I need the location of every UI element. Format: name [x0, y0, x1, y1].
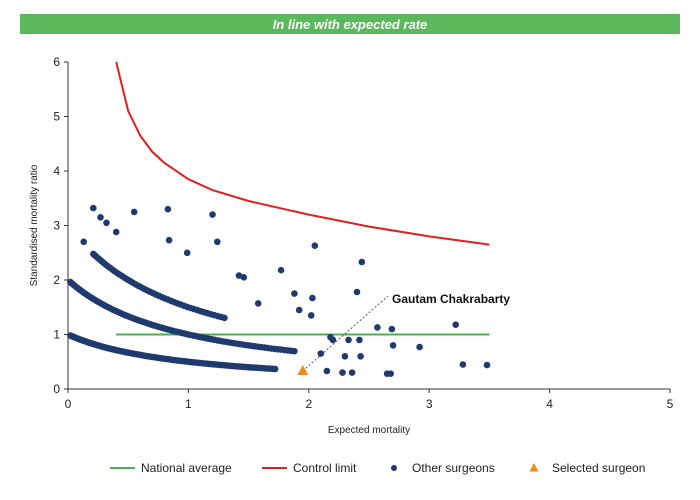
- surgeon-point: [291, 290, 298, 297]
- surgeon-point: [388, 325, 396, 333]
- surgeon-point: [323, 367, 331, 375]
- surgeon-point: [90, 204, 97, 212]
- y-tick-label: 5: [53, 110, 60, 124]
- banner-text: In line with expected rate: [272, 16, 428, 32]
- legend-swatch-selected-surgeon: [529, 463, 539, 472]
- data-points: [67, 204, 491, 378]
- surgeon-point: [348, 369, 356, 376]
- surgeon-point: [356, 336, 363, 344]
- surgeon-point: [164, 205, 172, 213]
- surgeon-point: [165, 236, 173, 244]
- x-tick-label: 0: [65, 397, 72, 411]
- surgeon-point: [103, 219, 110, 227]
- surgeon-point: [357, 353, 364, 360]
- x-tick-label: 1: [185, 397, 192, 411]
- surgeon-point: [387, 370, 395, 378]
- result-banner: In line with expected rate: [20, 14, 680, 34]
- surgeon-point: [291, 347, 298, 355]
- legend-label-selected-surgeon: Selected surgeon: [552, 461, 645, 475]
- annotation-leader-line: [302, 295, 389, 372]
- y-tick-label: 1: [53, 328, 60, 342]
- x-tick-label: 4: [546, 397, 553, 411]
- surgeon-point: [374, 324, 381, 331]
- surgeon-point: [295, 306, 303, 314]
- surgeon-point: [339, 369, 346, 376]
- surgeon-point: [240, 274, 248, 281]
- surgeon-point: [311, 242, 319, 249]
- y-tick-label: 0: [53, 382, 60, 396]
- surgeon-point: [317, 350, 325, 357]
- surgeon-point: [254, 300, 262, 307]
- legend-label-national-average: National average: [141, 461, 232, 475]
- surgeon-point: [271, 365, 279, 373]
- surgeon-point: [307, 312, 315, 319]
- surgeon-point: [452, 321, 460, 329]
- surgeon-point: [209, 211, 216, 218]
- surgeon-point: [80, 238, 87, 246]
- selected-surgeon-label: Gautam Chakrabarty: [392, 292, 510, 306]
- legend-label-control-limit: Control limit: [293, 461, 357, 475]
- control-limit-line: [115, 61, 490, 246]
- surgeon-point: [459, 361, 467, 368]
- surgeon-point: [277, 266, 285, 274]
- y-tick-label: 4: [53, 164, 60, 178]
- annotation: Gautam Chakrabarty: [297, 292, 510, 376]
- surgeon-point: [183, 249, 191, 257]
- x-tick-label: 5: [667, 397, 674, 411]
- surgeon-point: [353, 288, 361, 296]
- surgeon-point: [309, 294, 316, 302]
- surgeon-point: [358, 258, 366, 266]
- surgeon-point: [221, 314, 228, 322]
- y-tick-label: 3: [53, 219, 60, 233]
- surgeon-point: [214, 238, 221, 246]
- surgeon-point: [329, 336, 337, 344]
- surgeon-point: [345, 336, 352, 344]
- x-tick-label: 3: [426, 397, 433, 411]
- legend: National average Control limit Other surge…: [110, 461, 645, 475]
- y-tick-label: 2: [53, 273, 60, 287]
- x-axis-label: Expected mortality: [328, 425, 410, 436]
- surgeon-point: [341, 353, 349, 360]
- x-tick-label: 2: [305, 397, 312, 411]
- surgeon-point: [112, 228, 120, 236]
- surgeon-point: [97, 214, 104, 221]
- surgeon-point: [416, 343, 423, 351]
- selected-surgeon-marker: [297, 365, 309, 376]
- legend-label-other-surgeons: Other surgeons: [412, 461, 495, 475]
- surgeon-point: [483, 361, 491, 369]
- legend-swatch-other-surgeons: [391, 465, 397, 471]
- surgeon-point: [130, 208, 138, 216]
- surgeon-point: [389, 342, 397, 349]
- y-axis-label: Standardised mortality ratio: [29, 164, 40, 286]
- y-tick-label: 6: [53, 55, 60, 69]
- axes: 0 1 2 3 4 5 6 0 1 2 3 4 5 Expected mortality Standardi…: [29, 55, 674, 436]
